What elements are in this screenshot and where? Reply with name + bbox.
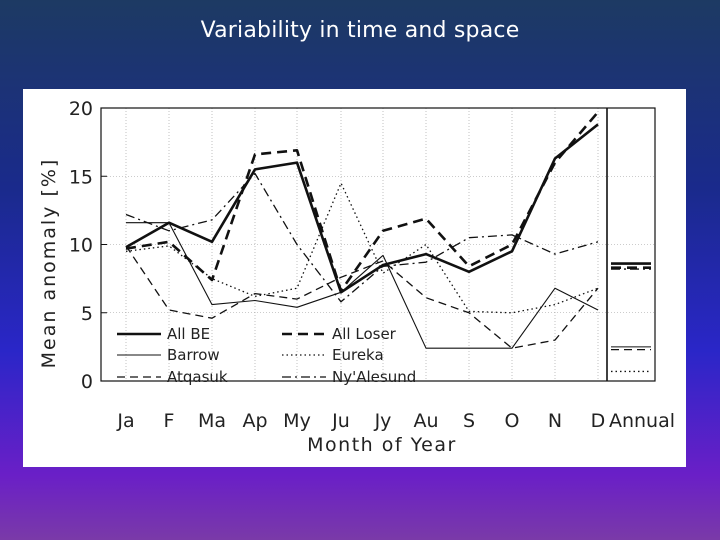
series-line-all-loser [125,111,599,293]
x-tick-label: N [548,410,562,432]
legend-label-ny-alesund: Ny'Alesund [332,368,416,386]
annual-layer [611,262,651,373]
x-tick-label: O [505,410,520,432]
y-tick-label: 0 [81,371,93,393]
legend-label-all-loser: All Loser [332,325,397,343]
chart-panel: 0 5 10 15 20 Ja F Ma Ap My Ju Jy Au S O N D Annual All BE… [23,89,686,467]
annual-label: Annual [609,410,675,432]
tick-layer: 0 5 10 15 20 Ja F Ma Ap My Ju Jy Au S O N D Annual [69,98,675,432]
series-line-eureka [125,182,599,314]
x-tick-label: Ap [242,410,267,432]
series-line-all-be [125,123,599,294]
legend-layer: All BE All Loser Barrow Eureka Atqasuk Ny'Ale… [117,325,416,386]
x-tick-label: Ja [116,410,134,432]
y-tick-label: 5 [81,303,93,325]
y-tick-label: 10 [69,235,93,257]
legend-label-all-be: All BE [167,325,210,343]
x-tick-label: Ju [331,410,350,432]
x-axis-label: Month of Year [307,434,457,456]
legend-label-barrow: Barrow [167,346,220,364]
x-tick-label: Ma [198,410,226,432]
series-line-barrow [126,222,599,349]
y-axis-label: Mean anomaly [%] [38,158,60,369]
legend-label-atqasuk: Atqasuk [167,368,228,386]
series-layer [125,111,599,349]
line-chart: 0 5 10 15 20 Ja F Ma Ap My Ju Jy Au S O N D Annual All BE… [38,98,675,456]
x-tick-label: Jy [374,410,392,432]
y-tick-label: 15 [69,166,93,188]
x-tick-label: S [463,410,475,432]
y-tick-label: 20 [69,98,93,120]
series-line-atqasuk [125,245,599,349]
series-line-ny-alesund [125,172,599,303]
x-tick-label: My [283,410,311,432]
x-tick-label: F [164,410,175,432]
frame-layer [100,107,656,382]
legend-label-eureka: Eureka [332,346,384,364]
slide-title: Variability in time and space [200,18,520,43]
x-tick-label: D [591,410,606,432]
x-tick-label: Au [413,410,438,432]
